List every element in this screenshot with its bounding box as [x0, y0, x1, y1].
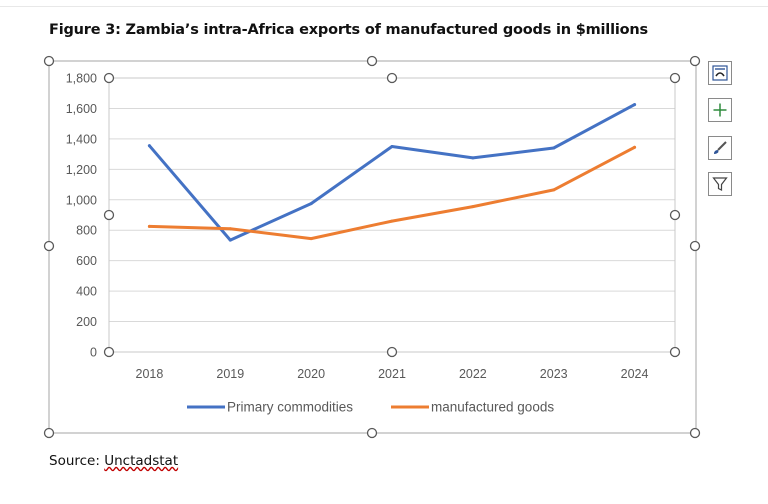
data-point[interactable] [552, 188, 556, 192]
data-point[interactable] [147, 224, 151, 228]
x-tick-label: 2022 [459, 367, 487, 381]
series-line-2[interactable] [147, 145, 637, 241]
plot-area-resize-handle[interactable] [669, 346, 681, 358]
plot-area-resize-handle[interactable] [386, 346, 398, 358]
y-tick-label: 1,000 [66, 193, 97, 207]
y-tick-label: 400 [76, 285, 97, 299]
figure-title: Figure 3: Zambia’s intra-Africa exports … [49, 22, 648, 38]
plot-area-resize-handle[interactable] [103, 346, 115, 358]
source-note: Source: Unctadstat [49, 453, 178, 469]
gridlines [109, 77, 675, 353]
chart-filters-button[interactable] [708, 172, 732, 196]
y-tick-label: 1,600 [66, 102, 97, 116]
data-point[interactable] [390, 145, 394, 148]
y-tick-label: 0 [90, 346, 97, 360]
plot-area-resize-handle[interactable] [103, 209, 115, 221]
selection-handles [43, 55, 701, 439]
data-point[interactable] [228, 227, 232, 231]
data-point[interactable] [309, 202, 313, 206]
series-lines [147, 103, 637, 242]
legend: Primary commodities manufactured goods [187, 400, 554, 415]
y-tick-label: 1,800 [66, 72, 97, 86]
chart-layout-button[interactable] [708, 61, 732, 85]
plot-area-resize-handle[interactable] [103, 72, 115, 84]
legend-item[interactable]: manufactured goods [391, 400, 554, 415]
source-name: Unctadstat [104, 453, 179, 469]
legend-label: manufactured goods [431, 400, 554, 415]
chart-resize-handle[interactable] [689, 55, 701, 67]
data-point[interactable] [633, 103, 637, 107]
data-point[interactable] [147, 144, 151, 148]
plot-area-border[interactable] [108, 77, 676, 353]
data-point[interactable] [390, 219, 394, 223]
x-tick-label: 2021 [378, 367, 406, 381]
x-tick-label: 2023 [540, 367, 568, 381]
data-point[interactable] [633, 145, 637, 149]
chart-resize-handle[interactable] [366, 55, 378, 67]
chart-filters-icon [712, 177, 728, 191]
data-point[interactable] [552, 146, 556, 150]
plot-area-resize-handle[interactable] [669, 209, 681, 221]
chart-elements-icon [713, 103, 727, 117]
plot-area-resize-handle[interactable] [669, 72, 681, 84]
x-tick-label: 2018 [136, 367, 164, 381]
data-point[interactable] [471, 156, 475, 160]
plot-area-resize-handle[interactable] [386, 72, 398, 84]
legend-label: Primary commodities [227, 400, 353, 415]
data-point[interactable] [228, 238, 232, 242]
x-tick-label: 2019 [216, 367, 244, 381]
y-axis-tick-labels: 0 200 400 600 800 1,000 1,200 1,400 1,600 1,800 [66, 72, 97, 360]
chart-elements-button[interactable] [708, 98, 732, 122]
legend-item[interactable]: Primary commodities [187, 400, 353, 415]
y-tick-label: 800 [76, 224, 97, 238]
chart-resize-handle[interactable] [43, 427, 55, 439]
y-tick-label: 1,400 [66, 132, 97, 146]
chart-layout-icon [712, 65, 728, 81]
x-tick-label: 2020 [297, 367, 325, 381]
data-point[interactable] [471, 205, 475, 209]
x-tick-label: 2024 [621, 367, 649, 381]
x-axis-tick-labels: 2018 2019 2020 2021 2022 2023 2024 [136, 367, 649, 381]
y-tick-label: 600 [76, 254, 97, 268]
chart-resize-handle[interactable] [689, 240, 701, 252]
page-top-rule [0, 0, 768, 7]
chart-resize-handle[interactable] [689, 427, 701, 439]
chart-styles-icon [714, 141, 727, 154]
y-tick-label: 200 [76, 315, 97, 329]
chart-resize-handle[interactable] [366, 427, 378, 439]
source-prefix: Source: [49, 453, 105, 469]
chart-resize-handle[interactable] [43, 240, 55, 252]
chart-styles-button[interactable] [708, 136, 732, 160]
chart-resize-handle[interactable] [43, 55, 55, 67]
y-tick-label: 1,200 [66, 163, 97, 177]
data-point[interactable] [309, 237, 313, 241]
